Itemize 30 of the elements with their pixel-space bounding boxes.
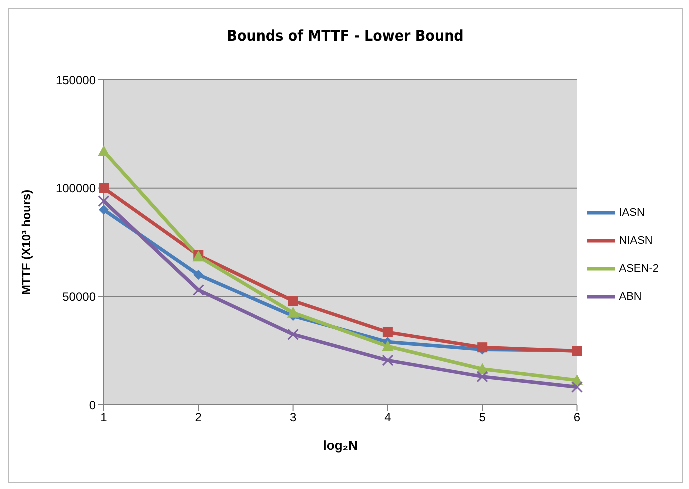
point [98,196,110,208]
y-tick-label: 100000 [56,182,96,196]
point [382,354,394,366]
legend-label: ASEN-2 [619,262,659,275]
point [382,340,394,352]
y-tick-label: 50000 [62,290,96,304]
point [192,284,204,296]
point [99,205,109,215]
y-tick-label: 150000 [56,73,96,88]
legend-label: NIASN [619,234,653,247]
point [98,146,110,156]
point [194,270,204,280]
y-axis-title: MTTF (X10³ hours) [19,190,34,296]
point [288,296,298,306]
chart-title: Bounds of MTTF - Lower Bound [226,27,465,45]
legend-label: ABN [619,290,642,303]
x-tick-label: 3 [290,410,297,425]
y-tick-label: 0 [89,398,96,412]
point [287,306,300,318]
x-tick-label: 2 [195,410,202,425]
point [382,327,393,338]
x-tick-label: 4 [384,410,392,425]
point [572,381,583,393]
legend-label: IASN [619,206,645,219]
x-axis-title: log₂N [323,438,358,453]
point [476,371,488,383]
x-tick-label: 1 [100,410,108,425]
point [288,328,300,340]
x-tick-label: 5 [479,410,486,425]
x-tick-label: 6 [574,410,581,425]
